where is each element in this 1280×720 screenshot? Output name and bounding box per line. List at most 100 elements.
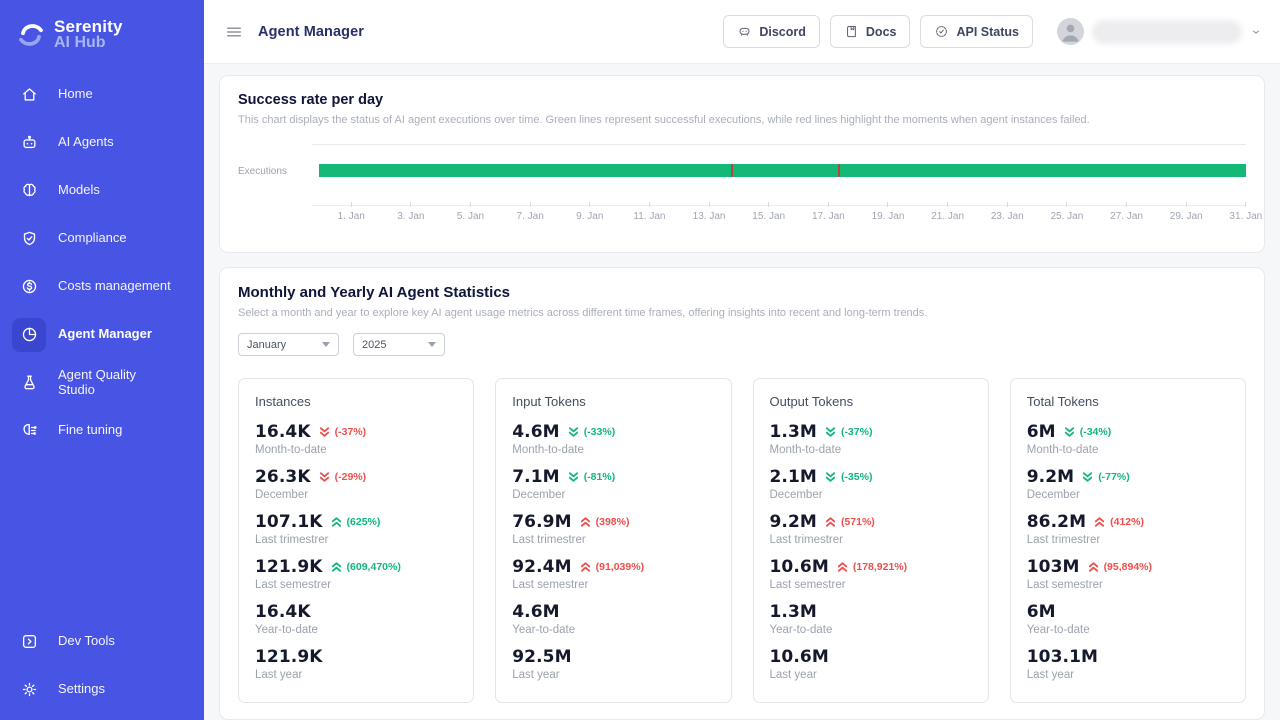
double-chevron-down-icon — [568, 427, 578, 437]
sidebar-item-label: Agent Manager — [58, 326, 152, 342]
docs-button[interactable]: Docs — [829, 15, 911, 48]
metric-percent: (178,921%) — [852, 561, 908, 573]
metric-label: Last semestrer — [1026, 579, 1103, 591]
metric-percent: (-34%) — [1079, 426, 1112, 438]
sidebar-item-label: AI Agents — [58, 134, 114, 150]
metric-label: Month-to-date — [255, 444, 327, 456]
stat-card-title: Input Tokens — [512, 394, 586, 409]
sidebar: Serenity AI Hub Home AI Agents Models — [0, 0, 204, 720]
metric: 7.1M (-81%) December — [512, 467, 714, 501]
year-select[interactable]: 2025 — [353, 333, 445, 356]
page-content: Success rate per day This chart displays… — [204, 64, 1280, 720]
sidebar-item-compliance[interactable]: Compliance — [12, 222, 192, 256]
metric-value: 10.6M — [769, 647, 829, 667]
sidebar-item-models[interactable]: Models — [12, 174, 192, 208]
double-chevron-up-icon — [1088, 562, 1098, 572]
button-label: Docs — [865, 24, 897, 39]
failure-mark — [731, 164, 734, 177]
stat-card-output-tokens: Output Tokens 1.3M (-37%) Month-to-date 2… — [752, 378, 989, 703]
success-rate-card: Success rate per day This chart displays… — [219, 75, 1265, 253]
user-name-redacted — [1092, 19, 1242, 44]
metric: 76.9M (398%) Last trimestrer — [512, 512, 714, 546]
sidebar-item-ai-agents[interactable]: AI Agents — [12, 126, 192, 160]
top-bar: Agent Manager Discord Docs API Status — [204, 0, 1280, 64]
sidebar-item-settings[interactable]: Settings — [12, 672, 192, 706]
app-name: Serenity AI Hub — [54, 18, 123, 52]
sidebar-item-label: Costs management — [58, 278, 171, 294]
metric-label: Year-to-date — [512, 624, 576, 636]
metric: 26.3K (-29%) December — [255, 467, 457, 501]
metric-value: 2.1M — [769, 467, 817, 487]
executions-timeline-chart: Executions 1. Jan 3. Jan 5. Jan 7. Jan 9… — [238, 144, 1262, 236]
sidebar-item-label: Settings — [58, 680, 105, 696]
api-status-button[interactable]: API Status — [920, 15, 1033, 48]
metric-percent: (95,894%) — [1103, 561, 1153, 573]
discord-button[interactable]: Discord — [723, 15, 820, 48]
metric-value: 6M — [1026, 422, 1056, 442]
metric-label: Last semestrer — [255, 579, 332, 591]
trend-indicator: (571%) — [824, 516, 875, 528]
trend-indicator: (625%) — [330, 516, 380, 528]
trend-indicator: (-37%) — [824, 426, 872, 438]
sidebar-item-costs-management[interactable]: Costs management — [12, 270, 192, 304]
metric-label: December — [1026, 489, 1080, 501]
stat-cards-grid: Instances 16.4K (-37%) Month-to-date 26.3… — [238, 378, 1246, 703]
double-chevron-down-icon — [319, 427, 329, 437]
stat-card-title: Output Tokens — [769, 394, 854, 409]
metric-value: 7.1M — [512, 467, 560, 487]
metric: 2.1M (-35%) December — [770, 467, 972, 501]
sidebar-item-dev-tools[interactable]: Dev Tools — [12, 624, 192, 658]
metric: 121.9K (609,470%) Last semestrer — [255, 557, 457, 591]
month-select[interactable]: January — [238, 333, 339, 356]
metric: 9.2M (571%) Last trimestrer — [770, 512, 972, 546]
double-chevron-down-icon — [568, 472, 578, 482]
double-chevron-up-icon — [580, 517, 590, 527]
double-chevron-down-icon — [825, 427, 836, 437]
metric-label: Last year — [512, 669, 560, 681]
metric-label: Last year — [769, 669, 817, 681]
sidebar-item-fine-tuning[interactable]: Fine tuning — [12, 414, 192, 448]
metric-label: Last year — [255, 669, 303, 681]
sidebar-item-agent-quality-studio[interactable]: Agent Quality Studio — [12, 366, 192, 400]
trend-indicator: (-35%) — [824, 471, 872, 483]
metric-percent: (-37%) — [334, 426, 367, 438]
user-menu[interactable] — [1057, 18, 1262, 45]
metric-value: 4.6M — [512, 422, 560, 442]
hamburger-menu-icon[interactable] — [224, 22, 244, 42]
chart-plot-area[interactable]: 1. Jan 3. Jan 5. Jan 7. Jan 9. Jan 11. J… — [312, 144, 1262, 222]
book-icon — [846, 25, 856, 38]
metric-value: 121.9K — [255, 647, 323, 667]
metric-percent: (-29%) — [334, 471, 367, 483]
metric-percent: (-77%) — [1098, 471, 1130, 483]
button-label: Discord — [759, 24, 806, 39]
stat-card-instances: Instances 16.4K (-37%) Month-to-date 26.3… — [238, 378, 475, 703]
double-chevron-down-icon — [825, 472, 836, 482]
metric-value: 107.1K — [255, 512, 323, 532]
stat-card-input-tokens: Input Tokens 4.6M (-33%) Month-to-date 7.… — [495, 378, 732, 703]
badge-check-icon — [936, 26, 948, 37]
sidebar-item-label: Home — [58, 86, 93, 102]
double-chevron-down-icon — [1083, 472, 1093, 482]
metric: 6M (-34%) Month-to-date — [1027, 422, 1229, 456]
code-box-icon — [12, 624, 46, 658]
discord-icon — [739, 27, 750, 36]
success-bar — [318, 164, 1246, 177]
metric-percent: (571%) — [840, 516, 875, 528]
metric-value: 103.1M — [1026, 647, 1099, 667]
metric: 1.3M Year-to-date — [770, 602, 972, 636]
chevron-down-icon — [1253, 30, 1259, 34]
sidebar-item-agent-manager[interactable]: Agent Manager — [12, 317, 192, 352]
metric-label: December — [512, 489, 566, 501]
metric-value: 10.6M — [769, 557, 829, 577]
metric-label: Last trimestrer — [769, 534, 844, 546]
avatar — [1057, 18, 1084, 45]
sidebar-nav: Home AI Agents Models Compliance Costs m… — [0, 78, 204, 706]
app-logo[interactable]: Serenity AI Hub — [0, 14, 204, 52]
sidebar-item-home[interactable]: Home — [12, 78, 192, 112]
trend-indicator: (-77%) — [1081, 471, 1130, 483]
metric-value: 86.2M — [1026, 512, 1087, 532]
trend-indicator: (91,039%) — [579, 561, 644, 573]
metric-label: Last trimestrer — [1026, 534, 1101, 546]
metric-percent: (412%) — [1110, 516, 1144, 528]
metric-label: Last semestrer — [512, 579, 589, 591]
